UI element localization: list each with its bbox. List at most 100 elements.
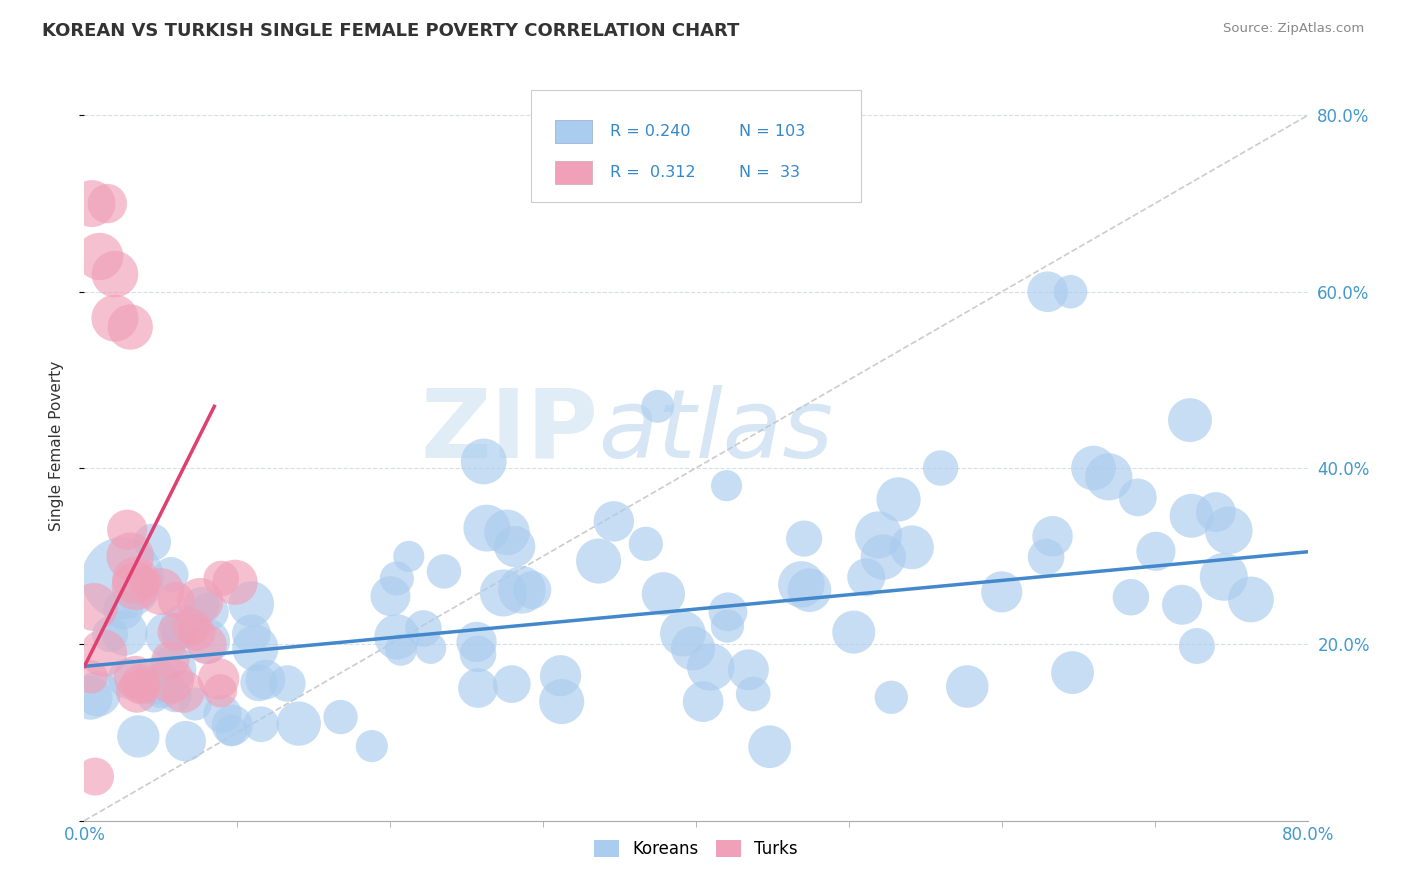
Point [647,400,669,414]
Point [131,679,153,693]
Point [127,730,149,744]
Point [93,646,115,660]
Point [496,525,519,540]
Point [165,689,187,703]
Legend: Koreans, Turks: Koreans, Turks [588,833,804,864]
Point [465,635,488,649]
Point [1042,529,1064,543]
Point [149,584,172,599]
Point [433,565,456,579]
Point [80,670,103,684]
Point [276,676,298,690]
Point [129,677,152,691]
Point [737,663,759,677]
Point [160,567,183,582]
Text: atlas: atlas [598,384,834,477]
Point [184,697,207,711]
Point [716,619,738,633]
Point [901,541,924,555]
Point [221,718,243,732]
Point [550,695,572,709]
Point [672,626,695,640]
Point [141,535,163,549]
Point [634,537,657,551]
Point [398,549,420,564]
Point [159,653,181,667]
Point [170,620,193,634]
Point [467,647,489,661]
Point [385,630,408,644]
Point [793,532,815,546]
Point [887,492,910,507]
Bar [555,120,592,143]
Point [467,681,489,695]
Point [143,674,166,689]
Point [419,641,441,656]
Point [245,641,267,656]
Point [389,643,412,657]
Point [198,605,221,619]
Point [929,461,952,475]
Point [1062,665,1084,680]
Point [135,575,157,590]
Point [115,523,138,537]
Y-axis label: Single Female Poverty: Single Female Poverty [49,361,63,531]
Point [165,593,187,607]
FancyBboxPatch shape [531,90,860,202]
Point [682,641,704,656]
Point [207,672,229,686]
Text: R =  0.312: R = 0.312 [610,165,696,180]
Point [1059,285,1081,299]
Point [111,571,134,585]
Point [475,521,498,535]
Point [79,690,101,705]
Point [83,599,105,614]
Point [692,695,714,709]
Point [717,605,740,619]
Point [360,739,382,753]
Point [87,687,110,701]
Point [1171,598,1194,612]
Point [172,684,194,698]
Point [1098,470,1121,484]
Text: KOREAN VS TURKISH SINGLE FEMALE POVERTY CORRELATION CHART: KOREAN VS TURKISH SINGLE FEMALE POVERTY … [42,22,740,40]
Point [124,579,146,593]
Point [197,634,219,648]
Point [990,585,1012,599]
Point [742,687,765,701]
Point [1205,505,1227,519]
Point [120,320,142,334]
Point [166,627,188,641]
Point [160,673,183,688]
Point [174,734,197,748]
Point [142,688,165,702]
Text: Source: ZipAtlas.com: Source: ZipAtlas.com [1223,22,1364,36]
Point [80,196,103,211]
Point [287,716,309,731]
Point [472,454,495,468]
Point [1185,639,1208,653]
Point [125,573,148,587]
Point [162,662,184,676]
Point [190,598,212,612]
Point [221,723,243,738]
Point [124,670,146,684]
Point [150,679,173,693]
Point [1035,549,1057,564]
Point [1036,285,1059,299]
Point [104,267,127,281]
Point [89,250,111,264]
Point [588,554,610,568]
Point [385,572,408,586]
Point [412,622,434,636]
Point [180,620,202,634]
Text: N = 103: N = 103 [738,124,806,139]
Point [240,626,263,640]
Point [868,528,890,542]
Text: R = 0.240: R = 0.240 [610,124,690,139]
Point [112,602,135,616]
Point [1083,461,1105,475]
Point [250,717,273,731]
Point [329,710,352,724]
Point [1144,544,1167,558]
